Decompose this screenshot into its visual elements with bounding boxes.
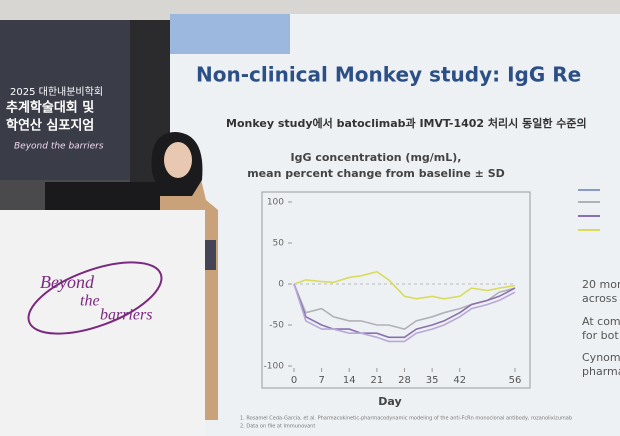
chart-title: mean percent change from baseline ± SD (247, 167, 505, 180)
x-tick-label: 35 (426, 375, 439, 386)
slide (170, 14, 620, 436)
bullet-text: pharma (582, 365, 620, 378)
banner (0, 20, 130, 180)
x-tick-label: 0 (291, 375, 297, 386)
banner-line: 추계학술대회 및 (6, 100, 94, 116)
banner-tagline: Beyond the barriers (14, 142, 104, 152)
plot-frame (261, 191, 531, 389)
banner-line: 학연산 심포지엄 (6, 118, 94, 134)
legend (578, 189, 600, 231)
podium-logo (27, 261, 163, 335)
series-line (293, 283, 516, 343)
x-axis-label: Day (378, 395, 401, 408)
y-tick-label: -50 (269, 321, 284, 331)
bullet-text: across (582, 292, 618, 305)
y-tick-label: 0 (278, 280, 284, 290)
y-tick-label: -100 (264, 362, 285, 372)
podium-text: the (80, 293, 100, 310)
slide-title: Non-clinical Monkey study: IgG Re (196, 63, 581, 87)
series-line (293, 283, 516, 339)
bullet-text: At com (582, 315, 620, 328)
x-tick-label: 7 (318, 375, 324, 386)
x-tick-label: 14 (343, 375, 356, 386)
bullet-text: Cynom (582, 351, 620, 364)
x-tick-label: 42 (453, 375, 466, 386)
bullet-text: for bot (582, 329, 619, 342)
banner-line: 2025 대한내분비학회 (10, 86, 103, 98)
podium-text: barriers (100, 307, 152, 324)
footnote: 1. Rosamel Ceda-Garcia, et al. Pharmacok… (240, 416, 572, 422)
bullet-text: 20 mon (582, 278, 620, 291)
x-tick-label: 21 (371, 375, 384, 386)
footnote: 2. Data on file at Immunovant (240, 424, 315, 430)
y-tick-label: 100 (267, 198, 284, 208)
podium (0, 210, 205, 436)
slide-subtitle: Monkey study에서 batoclimab과 IMVT-1402 처리시… (226, 116, 587, 130)
series-line (293, 270, 516, 300)
podium-text: Beyond (40, 272, 95, 292)
laptop (45, 182, 160, 212)
chart-title: IgG concentration (mg/mL), (291, 151, 462, 164)
x-tick-label: 56 (509, 375, 522, 386)
y-tick-label: 50 (273, 239, 285, 249)
x-tick-label: 28 (398, 375, 411, 386)
slide-accent (170, 14, 290, 54)
